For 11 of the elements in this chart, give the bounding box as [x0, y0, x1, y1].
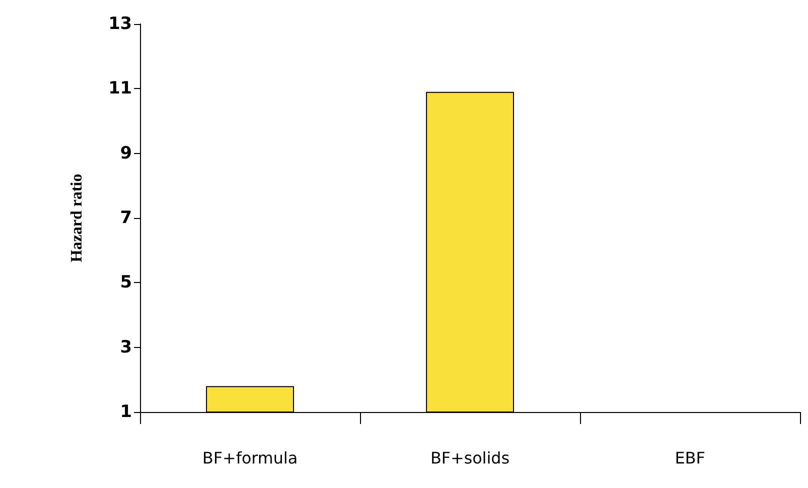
- y-tick-label: 1: [120, 402, 132, 422]
- x-tick-label: BF+formula: [202, 448, 298, 468]
- x-tick-label: BF+solids: [430, 448, 510, 468]
- y-tick-label: 9: [120, 143, 132, 164]
- y-tick-label: 7: [120, 208, 132, 228]
- x-tick-label: EBF: [674, 448, 706, 468]
- y-tick-label: 13: [108, 14, 132, 34]
- y-tick-label: 5: [120, 272, 132, 293]
- y-tick-label: 11: [108, 78, 132, 99]
- y-tick-label: 3: [120, 337, 132, 358]
- y-axis-title: Hazard ratio: [68, 174, 86, 262]
